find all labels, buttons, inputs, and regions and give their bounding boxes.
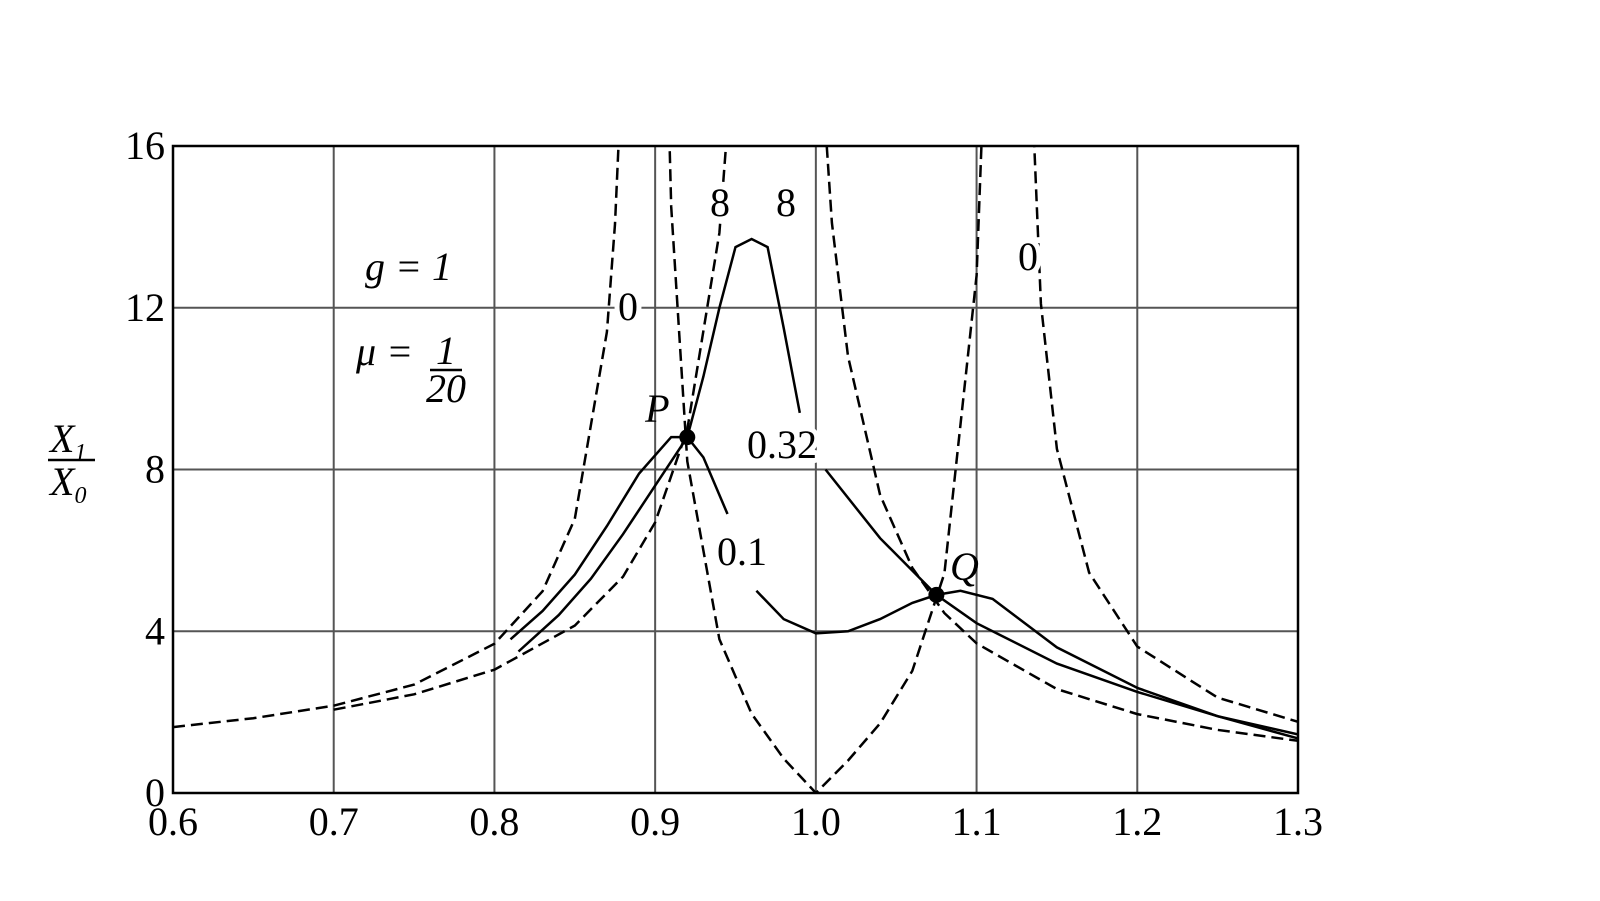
point-label: P bbox=[644, 386, 669, 431]
point-label: Q bbox=[950, 544, 979, 589]
g-annotation: g = 1 bbox=[365, 244, 452, 289]
curve-label: 8 bbox=[710, 180, 730, 225]
y-label-sub: 1 bbox=[74, 440, 86, 466]
x-tick-label: 0.8 bbox=[469, 799, 519, 844]
y-label-sub: 0 bbox=[74, 483, 86, 509]
x-tick-label: 1.1 bbox=[952, 799, 1002, 844]
curve-label: 8 bbox=[776, 180, 796, 225]
mu-annotation: μ = bbox=[355, 329, 413, 374]
fixed-point bbox=[679, 429, 696, 446]
y-label-symbol: X bbox=[48, 459, 76, 504]
y-tick-label: 8 bbox=[145, 447, 165, 492]
plot-frame bbox=[171, 144, 1300, 795]
curves bbox=[173, 146, 1298, 793]
curve bbox=[333, 146, 1298, 743]
mu-numerator: 1 bbox=[436, 328, 456, 373]
x-tick-label: 0.6 bbox=[148, 799, 198, 844]
y-tick-label: 12 bbox=[125, 285, 165, 330]
x-tick-label: 0.9 bbox=[630, 799, 680, 844]
curve-label: 0 bbox=[1018, 234, 1038, 279]
x-tick-label: 1.0 bbox=[791, 799, 841, 844]
curve-label: 0 bbox=[618, 284, 638, 329]
y-tick-label: 0 bbox=[145, 770, 165, 815]
labels: 0.6 0.7 0.8 0.9 1.0 1.1 1.2 1.3 0 4 8 12 16 0 0 8 8 0.1 0.… bbox=[125, 123, 1323, 844]
curve bbox=[173, 146, 1298, 793]
mu-denominator: 20 bbox=[426, 366, 466, 411]
curve-label: 0.32 bbox=[747, 422, 817, 467]
grid bbox=[172, 145, 1299, 794]
y-tick-label: 4 bbox=[145, 608, 165, 653]
fixed-point bbox=[928, 586, 945, 603]
x-tick-label: 1.2 bbox=[1112, 799, 1162, 844]
y-label-symbol: X bbox=[48, 416, 76, 461]
x-tick-label: 0.7 bbox=[309, 799, 359, 844]
y-tick-label: 16 bbox=[125, 123, 165, 168]
y-label-top: X1 bbox=[48, 416, 86, 466]
curve bbox=[509, 435, 1298, 736]
y-label-bottom: X0 bbox=[48, 459, 86, 509]
x-tick-label: 1.3 bbox=[1273, 799, 1323, 844]
curve-label: 0.1 bbox=[717, 529, 767, 574]
curve bbox=[517, 237, 1298, 740]
